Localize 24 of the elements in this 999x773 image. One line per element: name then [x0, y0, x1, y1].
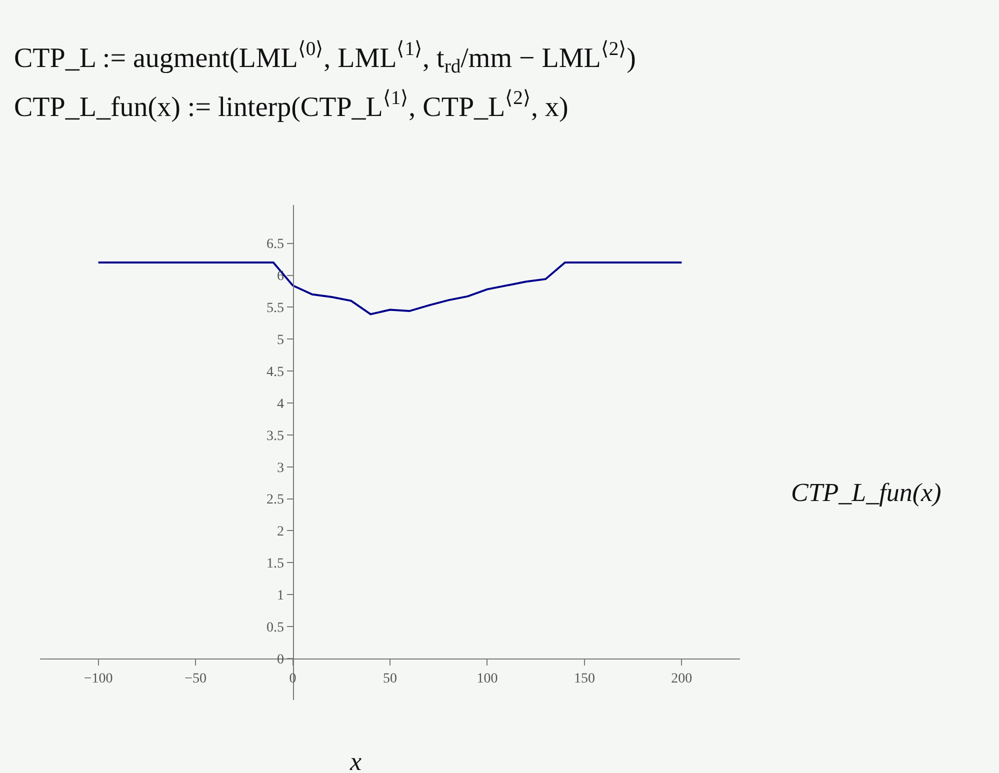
y-tick-label: 6 — [276, 269, 284, 284]
x-tick-label: 50 — [383, 671, 397, 686]
y-tick-label: 5.5 — [266, 301, 284, 316]
y-tick-label: 2 — [276, 524, 284, 540]
y-axis-title: CTP_L_fun(x) — [791, 478, 942, 507]
text: CTP_L_fun(x) := linterp(CTP_L$^{⟨1⟩}$, CTP_L$^{⟨2⟩}$, x) — [14, 88, 568, 123]
y-tick-label: 6.5 — [266, 237, 284, 252]
y-tick-label: 4 — [276, 396, 284, 412]
y-tick-label: 3 — [276, 460, 284, 476]
y-tick-label: 5 — [276, 333, 284, 348]
y-tick-label: 4.5 — [266, 364, 284, 380]
y-tick-label: 1 — [276, 588, 284, 604]
x-tick-label: 100 — [476, 671, 498, 686]
x-tick-label: 200 — [671, 671, 692, 686]
x-axis-title: x — [349, 747, 362, 773]
y-tick-label: 0.5 — [266, 620, 284, 636]
x-tick-label: −100 — [84, 671, 113, 686]
y-tick-label: 2.5 — [266, 492, 284, 508]
y-tick-label: 3.5 — [266, 428, 284, 444]
line-series — [97, 261, 683, 316]
x-tick-label: −50 — [184, 671, 207, 686]
text: CTP_L := augment(LML$^{⟨0⟩}$, LML$^{⟨1⟩}$, t$_{rd}$/mm − LML$^{⟨2⟩}$) — [14, 39, 636, 78]
x-tick-label: 150 — [574, 671, 595, 686]
y-tick-label: 1.5 — [266, 556, 284, 572]
